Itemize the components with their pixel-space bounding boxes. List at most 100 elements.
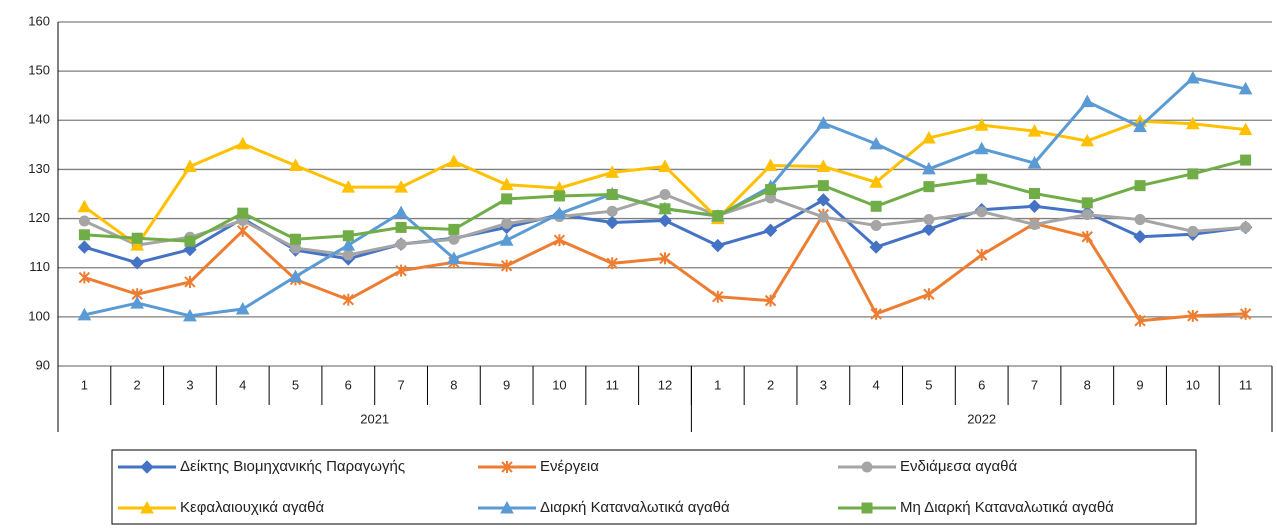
group-label: 2021 (360, 411, 389, 426)
legend: Δείκτης Βιομηχανικής Παραγωγής Ενέργεια Εν… (111, 449, 1197, 525)
marker (500, 259, 513, 272)
marker (447, 154, 461, 168)
marker (870, 307, 882, 320)
x-tick-label: 2 (134, 377, 141, 392)
marker (1133, 119, 1147, 133)
marker (763, 158, 778, 171)
legend-label: Δείκτης Βιομηχανικής Παραγωγής (180, 458, 405, 475)
marker (870, 219, 882, 231)
marker (501, 461, 513, 473)
marker (869, 175, 883, 188)
marker (395, 264, 407, 277)
marker (237, 207, 249, 219)
x-tick-label: 11 (605, 377, 619, 392)
y-tick-label: 100 (28, 308, 50, 323)
marker (501, 217, 513, 229)
marker (1133, 230, 1147, 244)
marker (184, 275, 196, 288)
marker (605, 165, 620, 178)
x-tick-label: 9 (1136, 377, 1143, 392)
marker (816, 193, 831, 207)
marker (1187, 168, 1199, 180)
marker (395, 221, 407, 233)
marker (922, 130, 936, 144)
x-tick-label: 7 (397, 377, 404, 392)
marker (816, 159, 831, 172)
marker (976, 206, 988, 218)
marker (183, 308, 197, 322)
marker (140, 500, 154, 514)
marker (659, 252, 671, 265)
marker (140, 460, 154, 474)
y-tick-label: 140 (28, 112, 50, 127)
marker (658, 159, 672, 172)
marker (1027, 155, 1042, 169)
marker (817, 180, 829, 192)
marker (974, 118, 989, 131)
legend-label: Ενέργεια (540, 458, 599, 475)
marker (1028, 188, 1040, 200)
x-tick-label: 11 (1239, 377, 1253, 392)
marker (235, 136, 250, 150)
marker (922, 222, 936, 237)
marker (342, 230, 354, 242)
x-tick-label: 9 (503, 377, 510, 392)
x-tick-label: 8 (450, 377, 457, 392)
x-tick-label: 12 (658, 377, 672, 392)
x-tick-label: 3 (186, 377, 193, 392)
marker (1027, 199, 1042, 213)
marker (237, 224, 249, 237)
marker (130, 238, 145, 251)
marker (131, 232, 143, 244)
group-label: 2022 (967, 411, 996, 426)
marker (1134, 180, 1146, 192)
marker (501, 193, 513, 205)
y-tick-label: 110 (29, 259, 50, 274)
marker (923, 214, 935, 226)
marker (1134, 214, 1146, 226)
marker (552, 206, 567, 220)
marker (976, 173, 988, 185)
marker (869, 240, 883, 254)
marker (130, 256, 144, 270)
marker (499, 177, 514, 191)
marker (1240, 221, 1252, 233)
x-tick-label: 1 (714, 377, 721, 392)
legend-box (111, 449, 1197, 525)
marker (1238, 122, 1253, 136)
marker (1081, 230, 1093, 243)
marker (394, 180, 408, 193)
marker (606, 188, 618, 200)
marker (817, 211, 829, 223)
marker (183, 159, 197, 172)
x-tick-label: 10 (552, 377, 566, 392)
marker (1187, 225, 1199, 237)
marker (1239, 307, 1252, 320)
marker (553, 190, 565, 202)
marker (78, 215, 90, 227)
marker (395, 238, 407, 250)
marker (1185, 116, 1200, 130)
marker (78, 229, 90, 241)
y-tick-label: 120 (28, 210, 50, 225)
marker (342, 249, 354, 261)
marker (1028, 218, 1040, 230)
y-tick-label: 130 (28, 161, 50, 176)
marker (448, 233, 460, 245)
marker (712, 290, 724, 303)
y-tick-label: 90 (36, 357, 50, 372)
marker (816, 116, 831, 129)
marker (711, 238, 725, 253)
marker (712, 210, 724, 222)
legend-label: Διαρκή Καταναλωτικά αγαθά (540, 499, 730, 516)
legend-label: Ενδιάμεσα αγαθά (900, 458, 1017, 475)
x-tick-label: 7 (1031, 377, 1038, 392)
marker (659, 188, 671, 200)
marker (448, 223, 460, 235)
marker (77, 240, 92, 254)
x-tick-label: 2 (767, 377, 774, 392)
marker (341, 180, 356, 193)
marker (77, 199, 92, 213)
marker (764, 294, 777, 307)
x-tick-label: 5 (925, 377, 932, 392)
